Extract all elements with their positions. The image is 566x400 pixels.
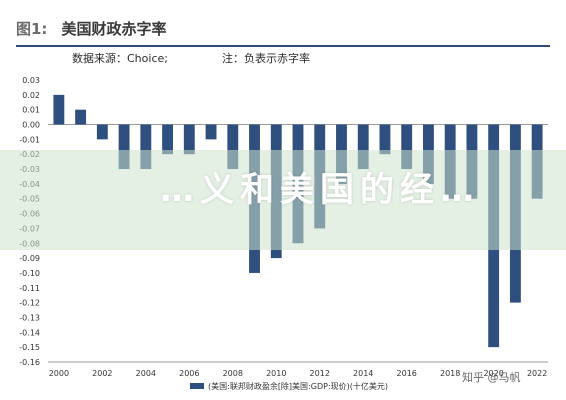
x-tick-label: 2018 [440,369,460,378]
x-tick-label: 2002 [92,369,112,378]
x-tick-label: 2008 [223,369,243,378]
overlay-band [0,150,566,250]
legend-label: (美国:联邦财政盈余[除]美国:GDP:现价)(十亿美元) [208,381,388,391]
figure-title: 图1: 美国财政赤字率 [16,18,166,39]
bar-2015 [379,124,391,155]
figure-title-text: 美国财政赤字率 [61,20,167,38]
x-tick-label: 2014 [353,369,373,378]
bar-2001 [75,109,87,125]
bar-2000 [53,94,65,125]
legend-swatch [190,383,204,389]
title-divider [16,45,550,47]
bar-2003 [118,124,130,170]
bar-2016 [401,124,413,170]
bar-2004 [140,124,152,170]
y-tick-label: -0.12 [19,299,40,308]
y-tick-label: -0.01 [19,135,40,144]
bar-2005 [162,124,173,155]
y-tick-label: -0.15 [19,343,40,352]
y-tick-label: 0.02 [22,91,40,100]
x-tick-label: 2012 [310,369,330,378]
y-tick-label: -0.13 [19,313,40,322]
y-tick-label: 0.00 [22,121,40,130]
sign-note: 注：负表示赤字率 [222,52,310,65]
x-tick-label: 2006 [179,369,199,378]
figure-label: 图1: [16,20,48,38]
bar-2007 [205,124,217,140]
x-tick-label: 2000 [49,369,69,378]
data-source: 数据来源：Choice; [72,52,168,65]
x-tick-label: 2016 [397,369,417,378]
watermark-credit: 知乎 @马帆 [462,371,521,384]
y-tick-label: -0.16 [19,358,40,367]
y-tick-label: -0.14 [19,328,40,337]
y-tick-label: -0.10 [19,269,40,278]
x-tick-label: 2020 [483,369,503,378]
x-tick-label: 2010 [266,369,286,378]
x-tick-label: 2022 [527,369,547,378]
y-tick-label: 0.03 [22,76,40,85]
bar-2006 [183,124,195,155]
bar-2008 [227,124,239,170]
y-tick-label: -0.09 [19,254,40,263]
y-tick-label: 0.01 [22,106,40,115]
y-tick-label: -0.11 [19,284,40,293]
bar-2002 [96,124,108,140]
x-tick-label: 2004 [136,369,156,378]
bar-2014 [357,124,369,170]
overlay-caption: …义和美国的经… [160,170,480,210]
